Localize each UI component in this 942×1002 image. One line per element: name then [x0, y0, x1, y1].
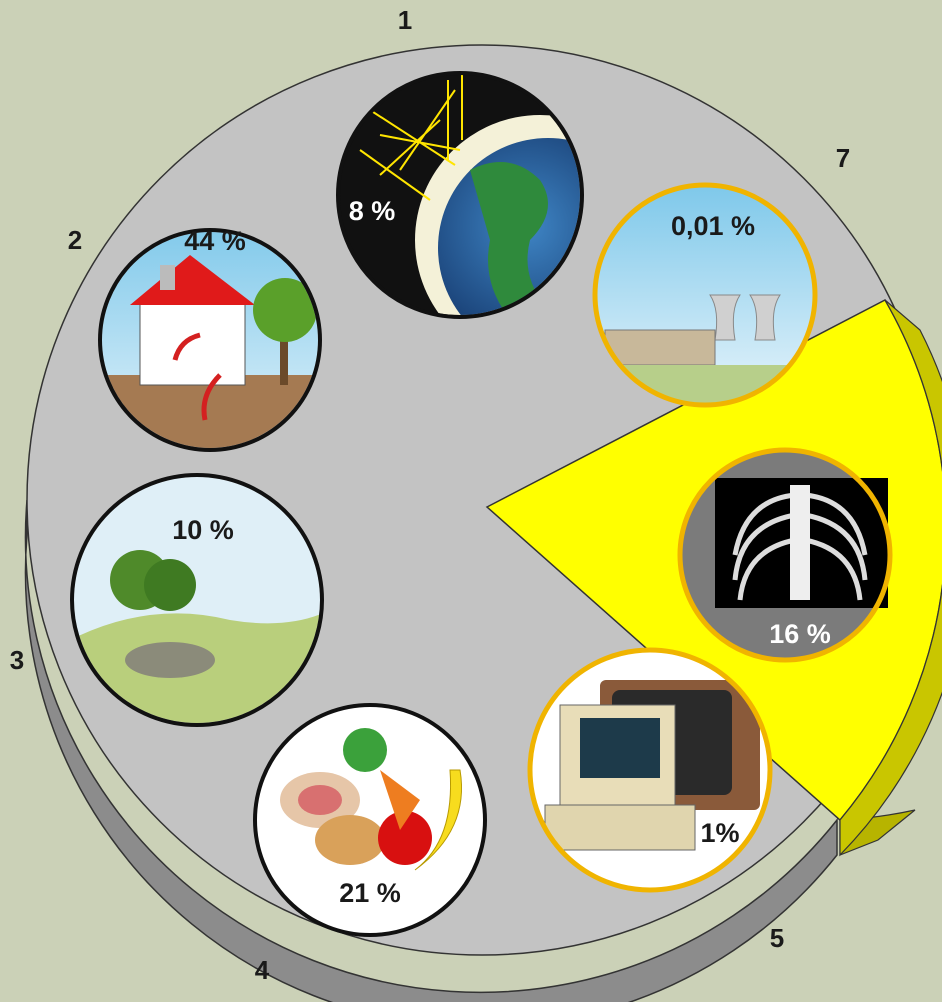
- plant-circle: [592, 182, 818, 408]
- segment-number: 4: [255, 955, 270, 985]
- percent-label: 1%: [700, 818, 739, 848]
- food-circle: [253, 703, 487, 937]
- segment-number: 3: [10, 645, 24, 675]
- computer-circle: [527, 647, 773, 893]
- percent-label: 8 %: [349, 196, 396, 226]
- segment-number: 5: [770, 923, 784, 953]
- segment-number: 2: [68, 225, 82, 255]
- segment-number: 7: [836, 143, 850, 173]
- earth-circle: [336, 71, 584, 319]
- percent-label: 16 %: [769, 619, 831, 649]
- segment-number: 1: [398, 5, 412, 35]
- percent-label: 21 %: [339, 878, 401, 908]
- landscape-circle: [70, 473, 324, 727]
- percent-label: 0,01 %: [671, 211, 755, 241]
- percent-label: 44 %: [184, 226, 246, 256]
- percent-label: 10 %: [172, 515, 234, 545]
- xray-circle: [677, 447, 893, 663]
